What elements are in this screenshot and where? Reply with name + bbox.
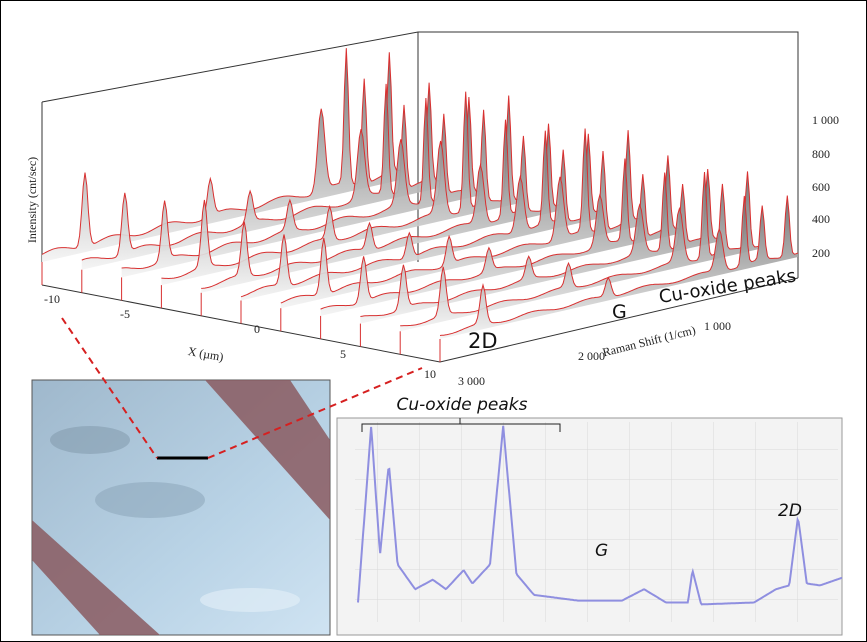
spectrum-line bbox=[400, 171, 759, 327]
spectrum-line bbox=[41, 48, 400, 255]
x-tick-label: -5 bbox=[120, 307, 130, 321]
shift-tick-label: 2 000 bbox=[578, 349, 605, 363]
spectrum-line bbox=[439, 195, 799, 336]
z-tick-label: 800 bbox=[812, 147, 830, 161]
annotation: Cu-oxide peaks bbox=[397, 395, 528, 415]
z-tick-label: 200 bbox=[812, 246, 830, 260]
annotation: G bbox=[612, 301, 627, 323]
spectrum-line bbox=[320, 155, 679, 310]
z-ticks: 1 000 800 600 400 200 bbox=[812, 113, 839, 260]
spectrum-line bbox=[161, 91, 520, 280]
annotation: G bbox=[595, 541, 608, 561]
x-tick-label: 10 bbox=[424, 367, 436, 381]
z-tick-label: 400 bbox=[812, 212, 830, 226]
spectrum-slice bbox=[42, 48, 400, 263]
z-tick-label: 1 000 bbox=[812, 113, 839, 127]
waterfall bbox=[41, 48, 799, 362]
spectrum-line bbox=[240, 130, 600, 298]
z-axis-label: Intensity (cnt/sec) bbox=[25, 157, 39, 243]
spectrum-curve bbox=[357, 425, 843, 606]
x-tick-label: 5 bbox=[340, 347, 346, 361]
shift-tick-label: 1 000 bbox=[704, 319, 731, 333]
x-tick-label: -10 bbox=[44, 292, 60, 306]
spectrum-line bbox=[280, 128, 639, 304]
spectrum-line bbox=[360, 168, 719, 317]
spectrum-inset bbox=[336, 417, 843, 636]
shift-tick-label: 3 000 bbox=[458, 374, 485, 388]
photo-inset bbox=[31, 379, 331, 636]
spectrum-line bbox=[201, 119, 560, 289]
x-axis-label: X (µm) bbox=[187, 344, 225, 364]
annotation: 2D bbox=[468, 329, 498, 353]
spectrum-line bbox=[121, 96, 480, 269]
x-tick-label: 0 bbox=[254, 322, 260, 336]
zoom-lines bbox=[61, 317, 423, 459]
annotation: 2D bbox=[778, 501, 802, 521]
z-tick-label: 600 bbox=[812, 180, 830, 194]
spectrum-line bbox=[81, 82, 440, 261]
